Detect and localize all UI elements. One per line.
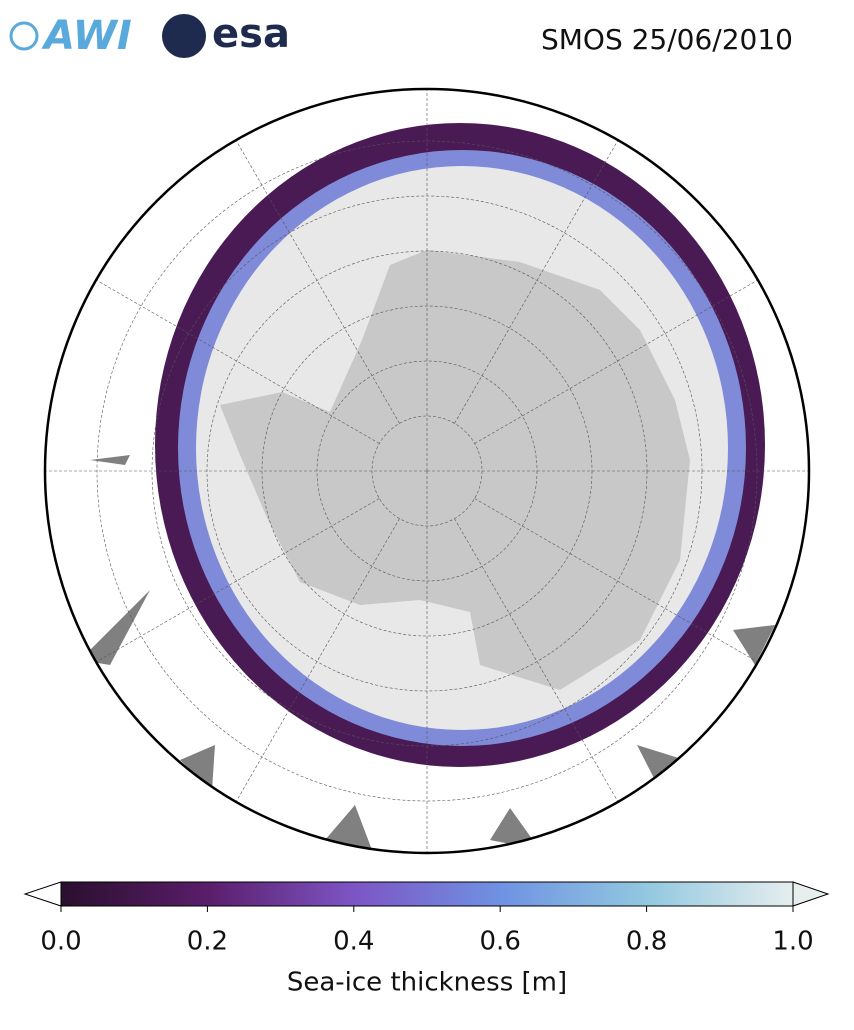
awi-logo: AWI xyxy=(9,13,132,59)
colorbar-gradient xyxy=(60,881,794,907)
map xyxy=(45,89,809,853)
colorbar-label: Sea-ice thickness [m] xyxy=(287,968,567,998)
colorbar-tick-label: 0.6 xyxy=(480,927,521,957)
esa-text: esa xyxy=(212,11,290,57)
meridian xyxy=(454,124,628,424)
colorbar-tick-label: 0.8 xyxy=(626,927,667,957)
esa-logo: esa xyxy=(162,11,290,58)
colorbar-tick-label: 0.2 xyxy=(187,927,228,957)
awi-text: AWI xyxy=(41,13,132,59)
meridian xyxy=(454,518,628,818)
meridian xyxy=(80,498,380,672)
esa-mark xyxy=(162,14,206,58)
meridian xyxy=(474,498,774,672)
colorbar-tick-label: 0.4 xyxy=(333,927,374,957)
awi-globe xyxy=(9,21,39,51)
title: SMOS 25/06/2010 xyxy=(541,23,793,56)
graticule xyxy=(45,89,809,853)
map-border xyxy=(43,87,811,855)
meridian xyxy=(226,518,400,818)
meridian xyxy=(226,124,400,424)
meridian xyxy=(474,270,774,444)
meridian xyxy=(80,270,380,444)
colorbar-extend-high xyxy=(792,881,830,907)
colorbar-tick-label: 0.0 xyxy=(40,927,81,957)
colorbar-tick-label: 1.0 xyxy=(772,927,813,957)
colorbar-extend-low xyxy=(23,881,62,907)
colorbar: Sea-ice thickness [m] 0.0 0.2 0.4 0.6 0.8 1.0 xyxy=(23,881,830,998)
antarctica xyxy=(220,250,690,690)
